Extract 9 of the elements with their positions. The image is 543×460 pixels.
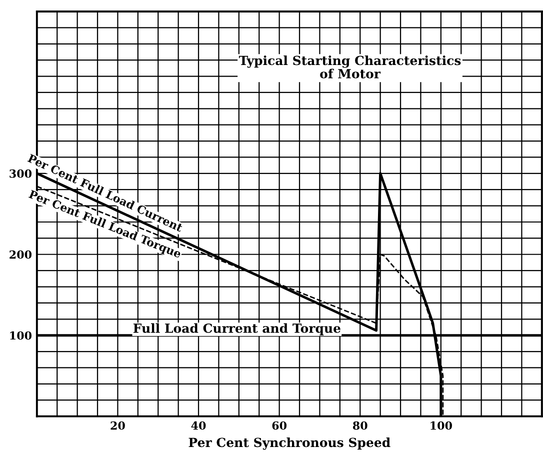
x-tick-label: 20 bbox=[110, 421, 125, 430]
text: Typical Starting Characteristics of Motor bbox=[238, 56, 461, 78]
ref-line-label: Full Load Current and Torque bbox=[133, 323, 340, 336]
y-tick-label: 100 bbox=[10, 331, 32, 340]
x-tick-label: 40 bbox=[191, 421, 206, 430]
x-tick-label: 60 bbox=[272, 421, 287, 430]
x-tick-label: 100 bbox=[430, 421, 452, 430]
x-axis-title: Per Cent Synchronous Speed bbox=[188, 437, 390, 450]
x-tick-label: 80 bbox=[352, 421, 368, 430]
